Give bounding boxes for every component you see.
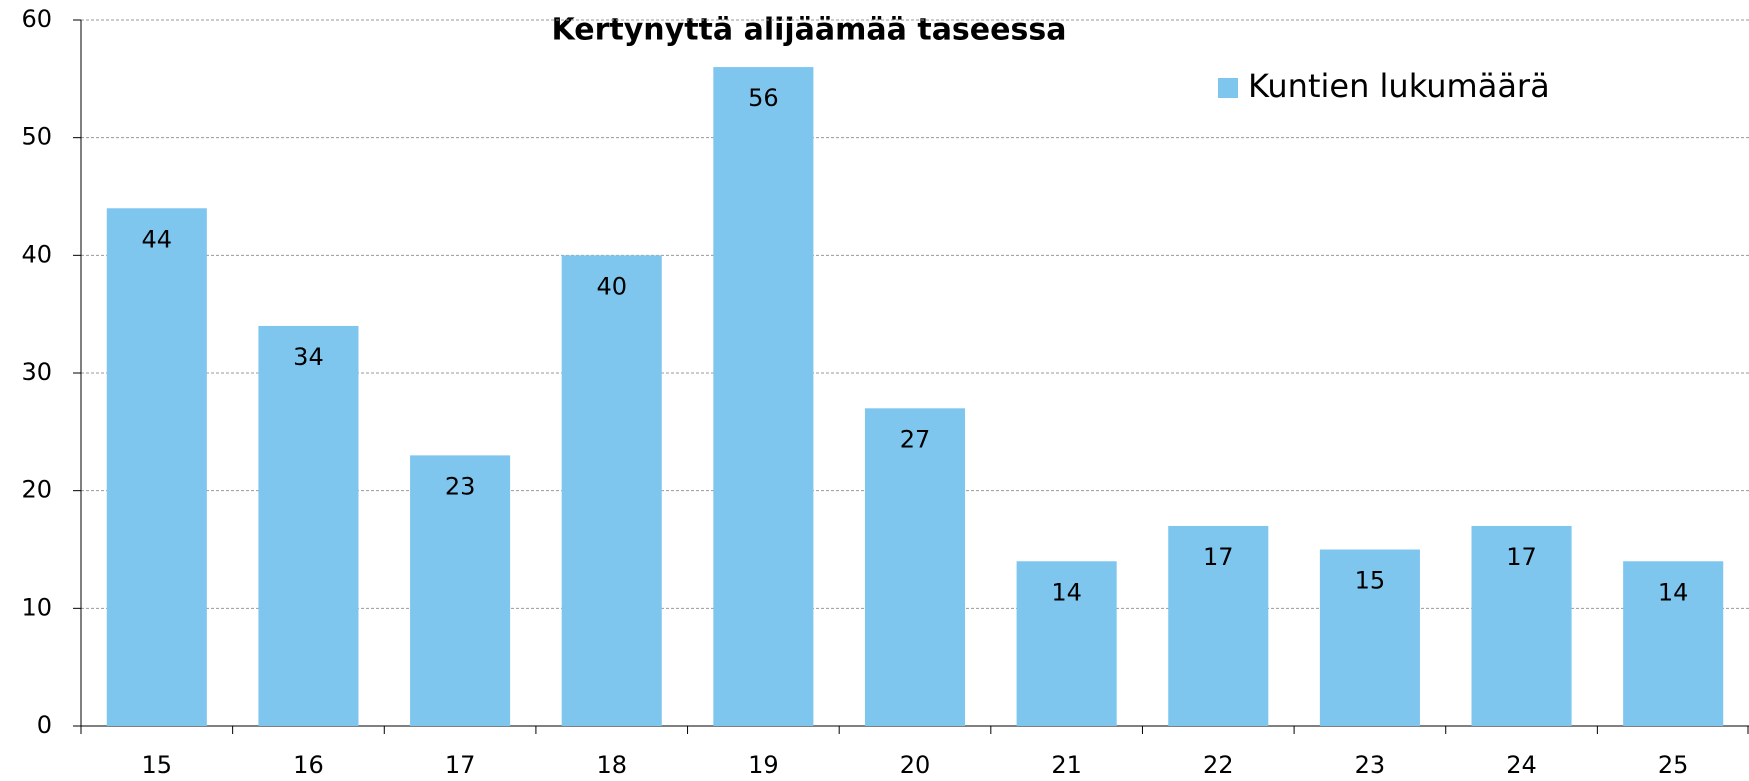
bar (1168, 525, 1269, 726)
bar (561, 255, 662, 727)
x-tick-label: 15 (142, 751, 173, 779)
y-tick-label: 20 (21, 476, 52, 504)
data-label: 44 (142, 225, 173, 253)
y-tick-label: 50 (21, 123, 52, 151)
legend-swatch (1218, 78, 1238, 98)
data-label: 15 (1355, 567, 1386, 595)
x-tick-label: 20 (900, 751, 931, 779)
x-tick-label: 23 (1355, 751, 1386, 779)
bar (106, 208, 207, 726)
bar (410, 455, 511, 726)
y-tick-label: 60 (21, 5, 52, 33)
data-label: 14 (1658, 578, 1689, 606)
x-tick-label: 17 (445, 751, 476, 779)
bar (1016, 561, 1117, 726)
data-label: 27 (900, 425, 931, 453)
x-tick-label: 25 (1658, 751, 1689, 779)
data-label: 56 (748, 84, 779, 112)
x-tick-label: 24 (1506, 751, 1537, 779)
data-label: 17 (1506, 543, 1537, 571)
x-tick-label: 19 (748, 751, 779, 779)
x-tick-label: 18 (596, 751, 627, 779)
x-tick-label: 21 (1051, 751, 1082, 779)
data-label: 14 (1051, 578, 1082, 606)
bar (258, 325, 359, 726)
chart-title: Kertynyttä alijäämää taseessa (552, 13, 1067, 48)
bar (1471, 525, 1572, 726)
data-label: 17 (1203, 543, 1234, 571)
x-tick-label: 22 (1203, 751, 1234, 779)
bar (864, 408, 966, 726)
bar (1319, 549, 1420, 726)
data-label: 34 (293, 343, 324, 371)
data-label: 23 (445, 472, 476, 500)
y-tick-label: 0 (37, 711, 52, 739)
legend-label: Kuntien lukumäärä (1248, 67, 1550, 105)
x-tick-label: 16 (293, 751, 324, 779)
data-label: 40 (596, 272, 627, 300)
y-tick-label: 40 (21, 240, 52, 268)
bar (1623, 561, 1724, 726)
bar (713, 67, 814, 727)
y-tick-label: 10 (21, 593, 52, 621)
y-tick-label: 30 (21, 358, 52, 386)
